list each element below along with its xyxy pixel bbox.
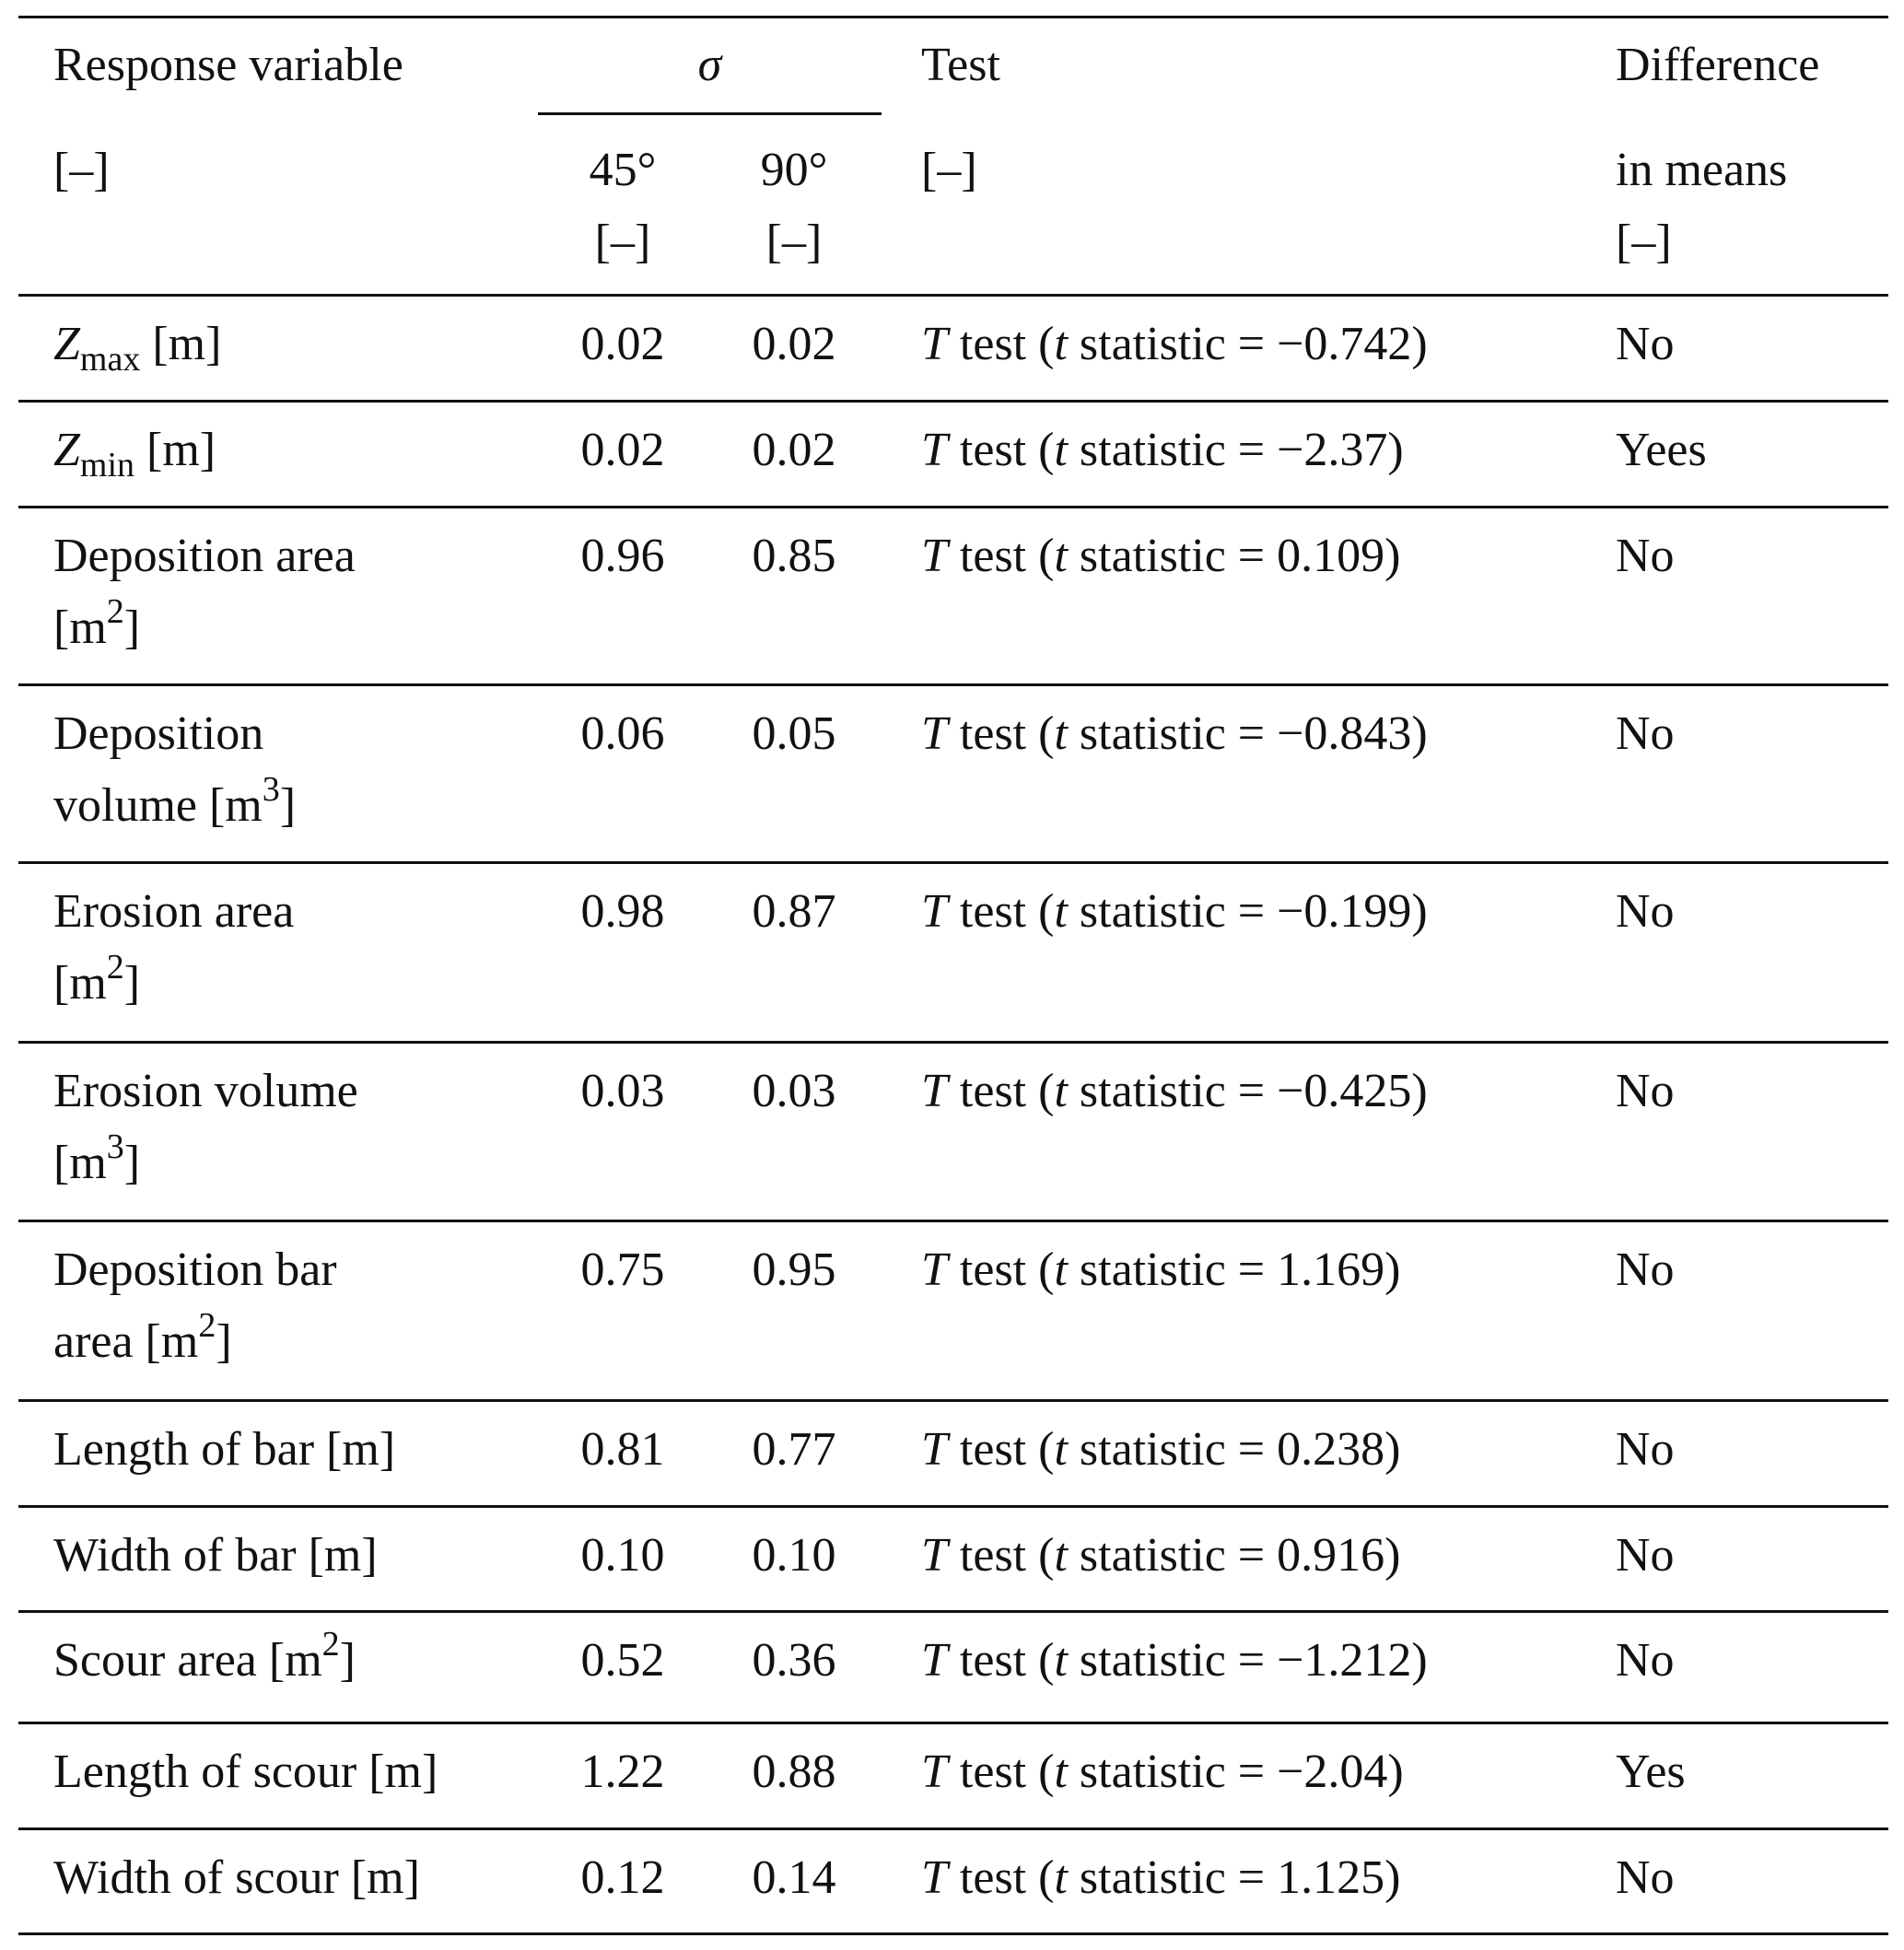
test-cell: T test (t statistic = −2.04) <box>921 1746 1404 1798</box>
test-cell: T test (t statistic = 1.169) <box>921 1244 1401 1296</box>
sigma-rule <box>538 112 882 115</box>
value-90: 0.03 <box>752 1065 836 1117</box>
difference-cell: Yees <box>1616 424 1707 476</box>
value-90: 0.36 <box>752 1634 836 1687</box>
test-cell: T test (t statistic = −2.37) <box>921 424 1404 476</box>
row-rule <box>18 1041 1888 1044</box>
difference-cell: No <box>1616 885 1675 938</box>
header-response-variable: Response variable <box>53 39 403 91</box>
value-45: 0.75 <box>580 1244 665 1296</box>
row-rule <box>18 683 1888 686</box>
difference-cell: No <box>1616 318 1675 370</box>
row-rule <box>18 1220 1888 1222</box>
header-rule <box>18 294 1888 297</box>
value-45: 0.06 <box>580 707 665 760</box>
row-rule <box>18 1399 1888 1402</box>
difference-cell: No <box>1616 1065 1675 1117</box>
row-rule <box>18 1505 1888 1508</box>
value-45: 0.81 <box>580 1423 665 1476</box>
row-label: Scour area [m2] <box>53 1625 356 1687</box>
header-45-unit: [–] <box>594 216 651 268</box>
header-test: Test <box>921 39 1000 91</box>
header-difference: Difference <box>1616 39 1820 91</box>
difference-cell: No <box>1616 1851 1675 1904</box>
test-cell: T test (t statistic = 0.238) <box>921 1423 1401 1476</box>
value-45: 0.10 <box>580 1529 665 1582</box>
value-45: 0.96 <box>580 530 665 582</box>
value-45: 0.98 <box>580 885 665 938</box>
difference-cell: No <box>1616 707 1675 760</box>
header-test-unit: [–] <box>921 144 977 196</box>
header-45: 45° <box>589 144 657 196</box>
row-label: Erosion volume [m3] <box>53 1065 358 1189</box>
row-rule <box>18 506 1888 508</box>
difference-cell: No <box>1616 1423 1675 1476</box>
header-sigma: σ <box>697 39 722 91</box>
value-45: 0.03 <box>580 1065 665 1117</box>
value-90: 0.85 <box>752 530 836 582</box>
top-rule <box>18 16 1888 18</box>
test-cell: T test (t statistic = 1.125) <box>921 1851 1401 1904</box>
difference-cell: No <box>1616 1634 1675 1687</box>
header-response-unit: [–] <box>53 144 110 196</box>
test-cell: T test (t statistic = −0.425) <box>921 1065 1428 1117</box>
test-cell: T test (t statistic = −0.843) <box>921 707 1428 760</box>
row-label: Deposition area [m2] <box>53 530 356 654</box>
value-90: 0.14 <box>752 1851 836 1904</box>
value-90: 0.10 <box>752 1529 836 1582</box>
value-45: 0.02 <box>580 424 665 476</box>
value-45: 1.22 <box>580 1746 665 1798</box>
value-90: 0.88 <box>752 1746 836 1798</box>
test-cell: T test (t statistic = 0.109) <box>921 530 1401 582</box>
header-difference-line2: in means <box>1616 144 1788 196</box>
value-90: 0.05 <box>752 707 836 760</box>
test-cell: T test (t statistic = 0.916) <box>921 1529 1401 1582</box>
value-90: 0.95 <box>752 1244 836 1296</box>
row-label: Length of bar [m] <box>53 1423 396 1476</box>
value-45: 0.52 <box>580 1634 665 1687</box>
row-rule <box>18 1610 1888 1613</box>
row-label: Length of scour [m] <box>53 1746 438 1798</box>
bottom-rule <box>18 1932 1888 1935</box>
difference-cell: No <box>1616 530 1675 582</box>
difference-cell: No <box>1616 1244 1675 1296</box>
test-cell: T test (t statistic = −0.199) <box>921 885 1428 938</box>
value-90: 0.02 <box>752 424 836 476</box>
difference-cell: No <box>1616 1529 1675 1582</box>
header-90: 90° <box>760 144 828 196</box>
difference-cell: Yes <box>1616 1746 1686 1798</box>
row-rule <box>18 861 1888 864</box>
row-rule <box>18 1722 1888 1724</box>
row-rule <box>18 400 1888 403</box>
row-label: Erosion area [m2] <box>53 885 295 1010</box>
value-45: 0.02 <box>580 318 665 370</box>
row-label: Zmax [m] <box>53 318 222 379</box>
test-cell: T test (t statistic = −0.742) <box>921 318 1428 370</box>
value-90: 0.77 <box>752 1423 836 1476</box>
row-label: Zmin [m] <box>53 424 216 485</box>
header-90-unit: [–] <box>765 216 823 268</box>
value-90: 0.87 <box>752 885 836 938</box>
value-90: 0.02 <box>752 318 836 370</box>
row-label: Deposition volume [m3] <box>53 707 297 832</box>
row-label: Width of bar [m] <box>53 1529 378 1582</box>
row-rule <box>18 1827 1888 1830</box>
header-difference-unit: [–] <box>1616 216 1672 268</box>
value-45: 0.12 <box>580 1851 665 1904</box>
row-label: Width of scour [m] <box>53 1851 420 1904</box>
test-cell: T test (t statistic = −1.212) <box>921 1634 1428 1687</box>
row-label: Deposition bar area [m2] <box>53 1244 337 1368</box>
